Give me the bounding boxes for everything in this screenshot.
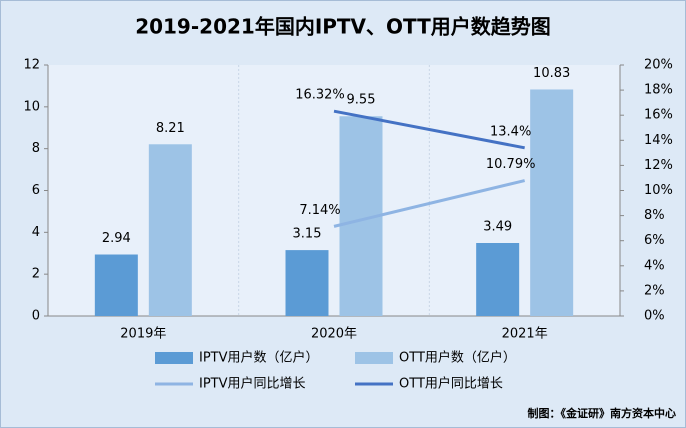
value-label: 10.83 <box>533 66 570 81</box>
plot-area <box>48 65 620 316</box>
legend-label: IPTV用户数（亿户） <box>199 350 319 366</box>
y2-tick-label: 20% <box>644 58 673 73</box>
value-label: 9.55 <box>347 93 376 108</box>
legend-label: OTT用户数（亿户） <box>399 350 516 366</box>
y2-tick-label: 10% <box>644 183 673 198</box>
y-tick-label: 12 <box>23 58 40 73</box>
value-label: 2.94 <box>102 231 131 246</box>
x-tick-label: 2020年 <box>311 327 357 342</box>
legend-swatch <box>155 352 193 364</box>
y2-tick-label: 12% <box>644 158 673 173</box>
value-label: 7.14% <box>299 203 340 218</box>
line <box>333 179 526 228</box>
y2-tick-label: 14% <box>644 133 673 148</box>
y-tick-label: 8 <box>32 141 40 156</box>
legend-swatch <box>355 352 393 364</box>
y2-tick-label: 0% <box>644 309 665 324</box>
y2-tick-label: 2% <box>644 283 665 298</box>
source: 制图：《金证研》南方资本中心 <box>528 406 677 420</box>
y-tick-label: 10 <box>23 99 40 114</box>
value-label: 3.49 <box>483 220 512 235</box>
value-label: 16.32% <box>295 88 345 103</box>
bar <box>94 254 138 316</box>
bar <box>476 243 520 316</box>
y2-tick-label: 6% <box>644 233 665 248</box>
chart-title: 2019-2021年国内IPTV、OTT用户数趋势图 <box>135 15 551 39</box>
y-tick-label: 4 <box>32 225 40 240</box>
bar <box>148 144 192 316</box>
legend-label: IPTV用户同比增长 <box>199 376 306 392</box>
x-tick-label: 2021年 <box>502 327 548 342</box>
y-tick-label: 2 <box>32 267 40 282</box>
value-label: 10.79% <box>486 157 536 172</box>
x-tick-label: 2019年 <box>120 327 166 342</box>
value-label: 3.15 <box>293 227 322 242</box>
line <box>333 109 525 150</box>
value-label: 8.21 <box>156 121 185 136</box>
y-tick-label: 6 <box>32 183 40 198</box>
y2-tick-label: 8% <box>644 208 665 223</box>
legend-label: OTT用户同比增长 <box>399 376 503 392</box>
y2-tick-label: 4% <box>644 258 665 273</box>
y2-tick-label: 18% <box>644 83 673 98</box>
y-tick-label: 0 <box>32 309 40 324</box>
bar <box>285 250 329 316</box>
y2-tick-label: 16% <box>644 108 673 123</box>
bar <box>530 89 574 316</box>
value-label: 13.4% <box>490 124 531 139</box>
